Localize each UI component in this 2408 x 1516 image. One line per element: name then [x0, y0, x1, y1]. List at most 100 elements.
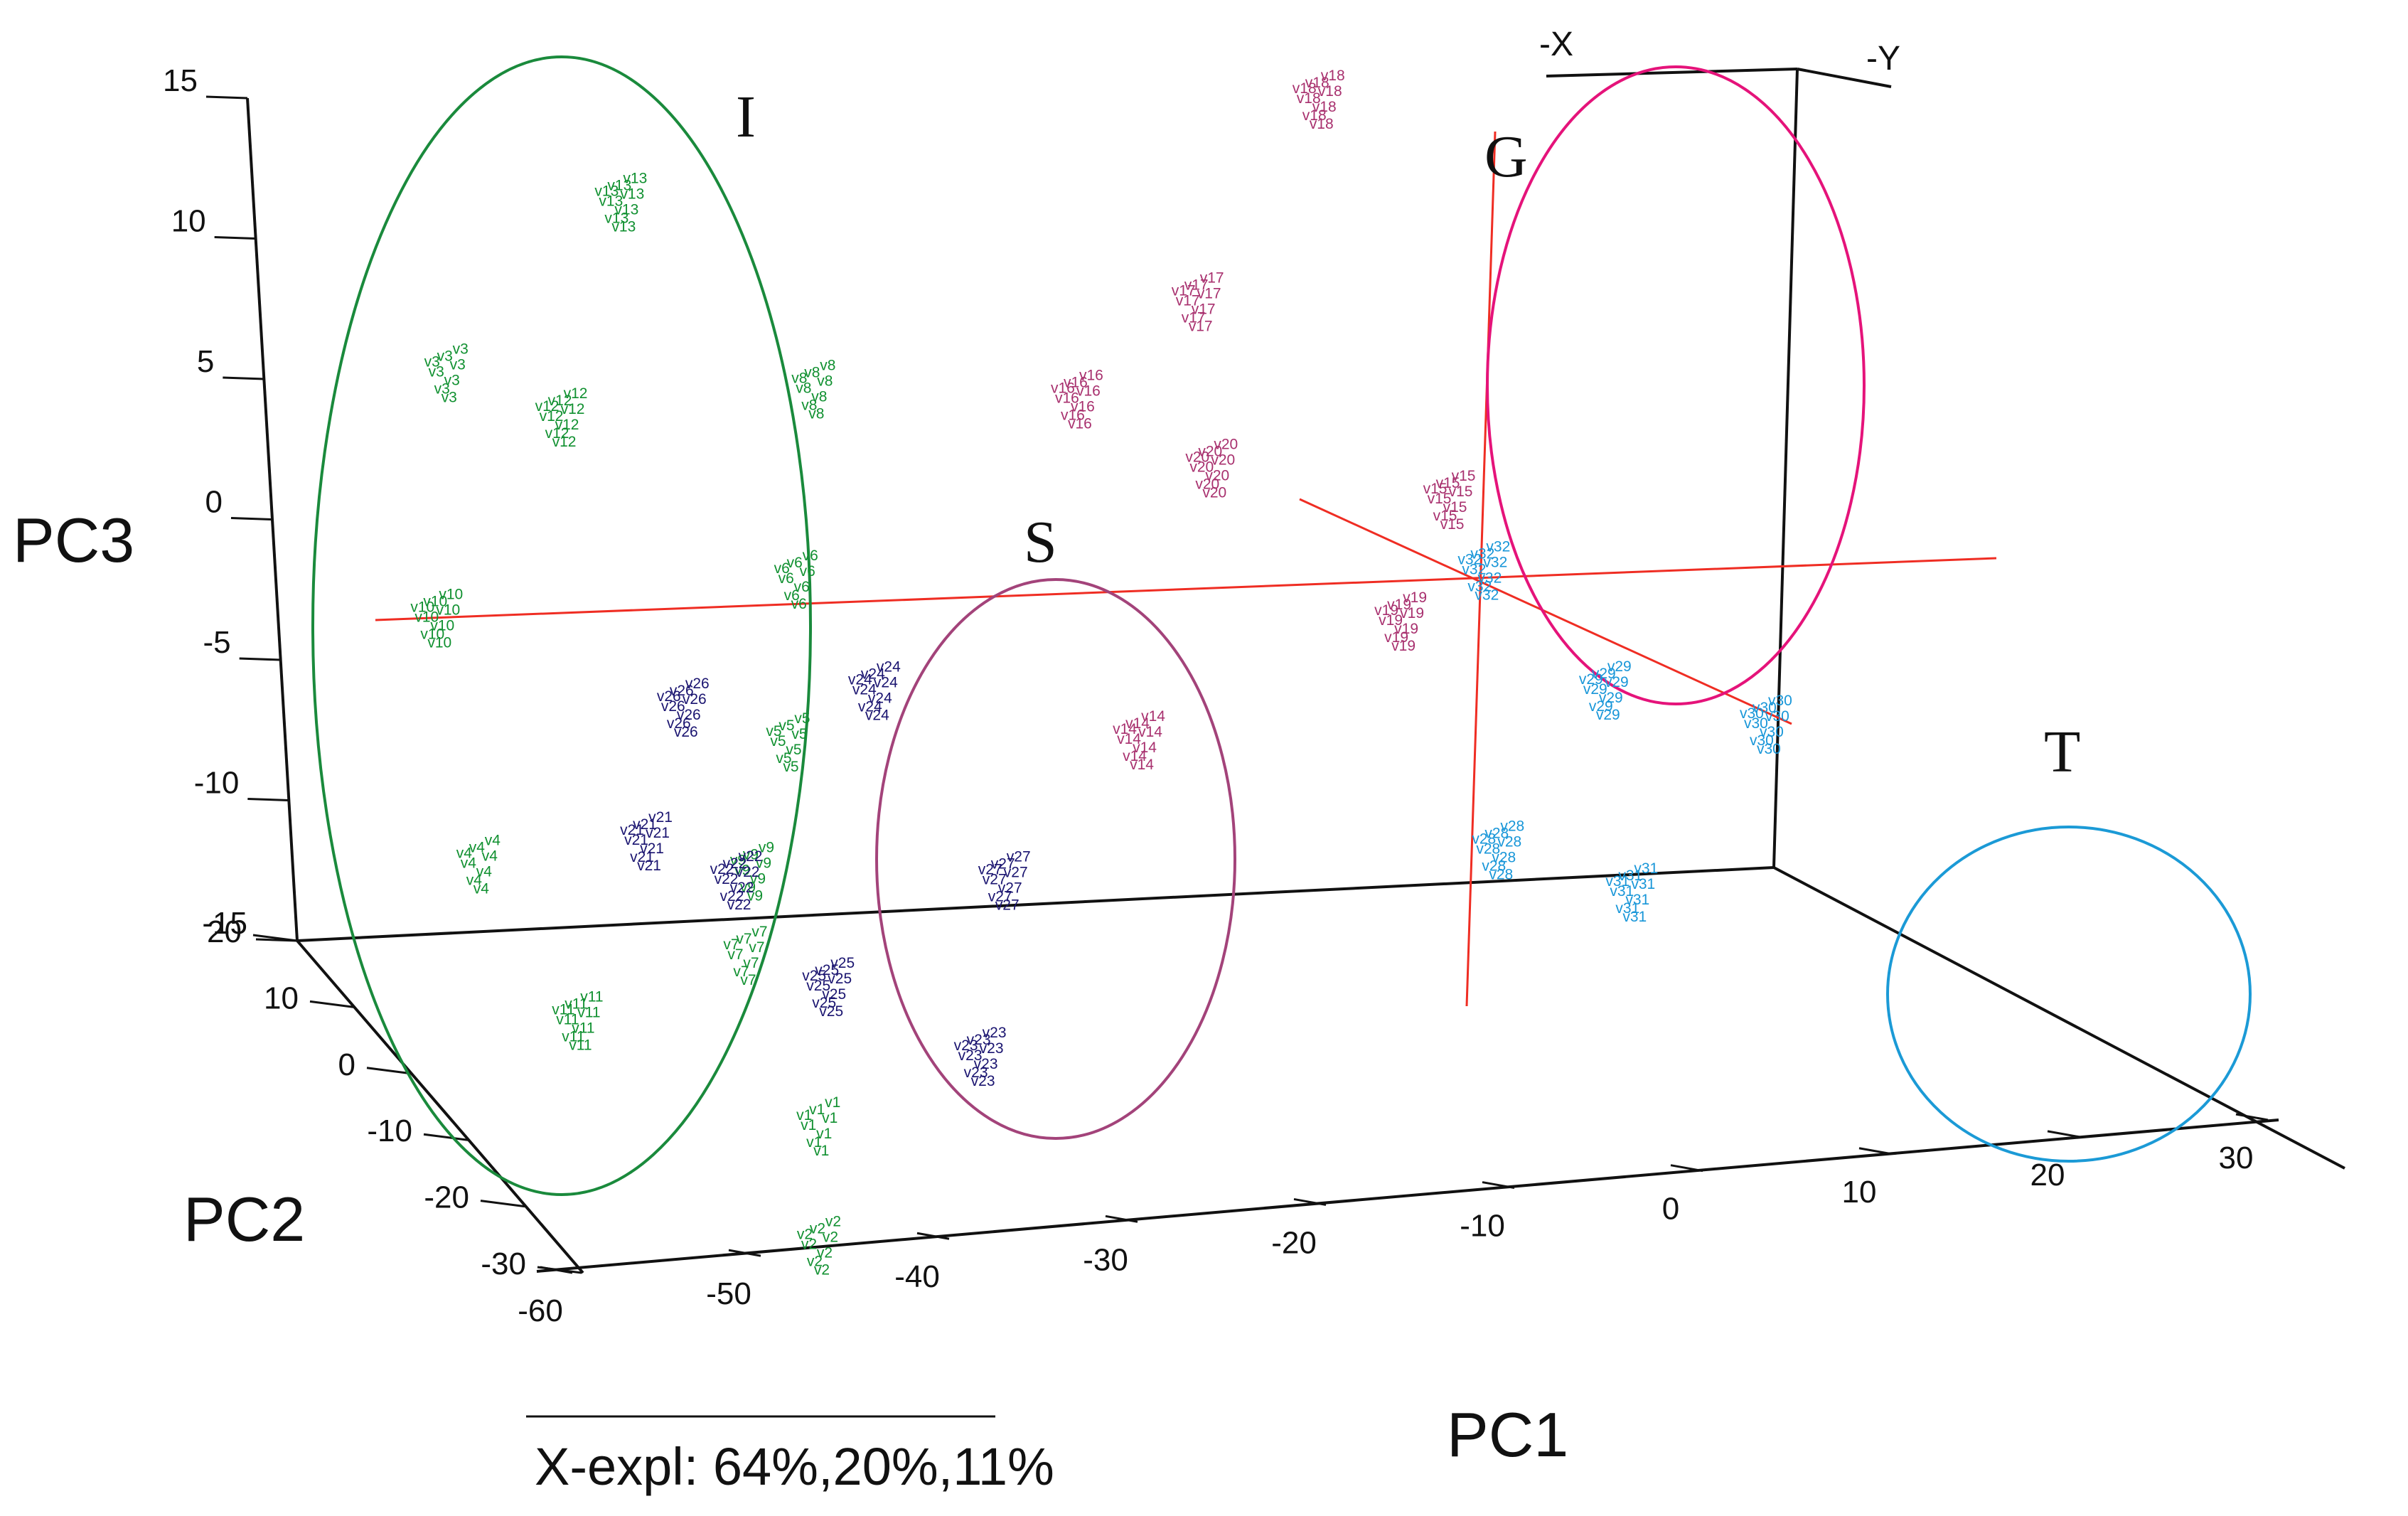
data-point-v15: v15: [1440, 516, 1465, 533]
origin-axis-pc3: [1465, 131, 1497, 1007]
data-point-v4: v4: [469, 840, 486, 856]
data-point-v4: v4: [473, 881, 490, 897]
data-point-v25: v25: [830, 955, 855, 971]
data-point-v14: v14: [1130, 757, 1154, 773]
data-point-v5: v5: [794, 710, 810, 727]
group-label-s: S: [1024, 509, 1057, 575]
x-axis-title: PC1: [1447, 1399, 1568, 1470]
data-point-v28: v28: [1489, 866, 1513, 882]
data-point-v9: v9: [756, 855, 771, 871]
data-point-v29: v29: [1583, 681, 1607, 698]
data-point-v1: v1: [796, 1107, 812, 1123]
data-point-v2: v2: [801, 1236, 817, 1252]
data-point-v27: v27: [978, 861, 1002, 877]
x-tick-mark: [2047, 1130, 2080, 1138]
origin-axes: [375, 131, 1997, 1007]
x-tick-label: 20: [2030, 1158, 2065, 1192]
data-point-v23: v23: [980, 1040, 1004, 1057]
data-point-v29: v29: [1579, 671, 1603, 688]
data-point-v10: v10: [439, 587, 463, 603]
data-point-v2: v2: [825, 1213, 841, 1229]
data-point-v26: v26: [670, 683, 694, 699]
data-point-v9: v9: [743, 846, 759, 863]
data-point-v22: v22: [723, 855, 747, 872]
x-tick-mark: [1858, 1147, 1892, 1155]
data-point-v1: v1: [816, 1126, 832, 1142]
x-tick-mark: [1482, 1181, 1515, 1190]
data-point-v10: v10: [430, 618, 454, 634]
data-point-v15: v15: [1452, 468, 1476, 484]
data-point-v31: v31: [1618, 868, 1642, 884]
data-point-v30: v30: [1760, 724, 1784, 740]
data-point-v3: v3: [442, 390, 457, 406]
z-tick-mark: [239, 657, 281, 661]
data-point-v20: v20: [1211, 452, 1235, 468]
data-point-v27: v27: [991, 855, 1015, 872]
y-tick-label: -30: [481, 1247, 526, 1281]
data-point-v27: v27: [1004, 864, 1028, 880]
data-point-v13: v13: [599, 193, 623, 210]
data-point-v26: v26: [683, 691, 707, 708]
x-tick-label: -50: [706, 1276, 751, 1311]
data-point-v25: v25: [822, 986, 846, 1003]
data-point-v16: v16: [1076, 383, 1101, 400]
data-point-v7: v7: [727, 946, 743, 963]
data-point-v13: v13: [594, 183, 619, 200]
data-point-v8: v8: [808, 405, 824, 422]
data-point-v21: v21: [646, 825, 670, 841]
data-point-v6: v6: [803, 548, 818, 564]
floor-right-edge: [1773, 866, 2345, 1170]
data-point-v31: v31: [1605, 873, 1630, 890]
data-point-v11: v11: [564, 996, 587, 1013]
data-point-v5: v5: [786, 742, 801, 758]
x-tick-label: -10: [1460, 1209, 1505, 1244]
data-point-v24: v24: [874, 675, 898, 691]
y-tick-label: 20: [207, 914, 242, 949]
data-point-v7: v7: [723, 936, 739, 953]
data-point-v31: v31: [1615, 900, 1639, 917]
data-point-v29: v29: [1596, 707, 1620, 723]
x-tick-mark: [728, 1249, 761, 1257]
data-point-v12: v12: [535, 398, 560, 415]
floor-back-edge: [296, 866, 1775, 942]
data-point-v3: v3: [444, 373, 460, 389]
data-point-v20: v20: [1214, 436, 1238, 452]
data-point-v6: v6: [787, 555, 803, 571]
data-point-v8: v8: [796, 380, 811, 396]
y-tick-mark: [366, 1067, 412, 1075]
data-point-v11: v11: [580, 989, 603, 1005]
data-point-v21: v21: [637, 858, 661, 874]
data-point-v19: v19: [1384, 629, 1408, 646]
data-point-v31: v31: [1610, 883, 1634, 900]
data-point-v15: v15: [1423, 481, 1448, 497]
data-point-v21: v21: [648, 809, 673, 826]
data-point-v14: v14: [1141, 708, 1165, 725]
data-point-v25: v25: [815, 962, 839, 978]
data-point-v23: v23: [971, 1073, 995, 1089]
data-point-v26: v26: [667, 715, 691, 732]
y-tick-mark: [252, 934, 298, 942]
data-point-v27: v27: [995, 897, 1020, 913]
data-point-v9: v9: [734, 862, 750, 878]
data-point-v16: v16: [1061, 407, 1085, 424]
ellipse-group-s: [875, 578, 1236, 1140]
data-point-v16: v16: [1055, 390, 1079, 407]
data-point-v11: v11: [577, 1005, 600, 1021]
data-point-v7: v7: [743, 955, 759, 971]
data-point-v1: v1: [813, 1143, 829, 1159]
data-point-v5: v5: [778, 717, 794, 734]
data-point-v30: v30: [1753, 700, 1777, 716]
data-point-v12: v12: [545, 425, 569, 442]
data-point-v21: v21: [640, 840, 664, 857]
data-point-v25: v25: [828, 971, 852, 987]
data-point-v3: v3: [450, 357, 466, 373]
data-point-v3: v3: [429, 364, 444, 380]
data-point-v7: v7: [751, 924, 767, 940]
orientation-label-y: -Y: [1866, 40, 1900, 78]
data-point-v13: v13: [607, 178, 631, 194]
data-point-v24: v24: [861, 666, 885, 683]
data-point-v30: v30: [1740, 705, 1764, 722]
z-tick-mark: [223, 376, 264, 380]
data-point-v10: v10: [423, 594, 447, 610]
